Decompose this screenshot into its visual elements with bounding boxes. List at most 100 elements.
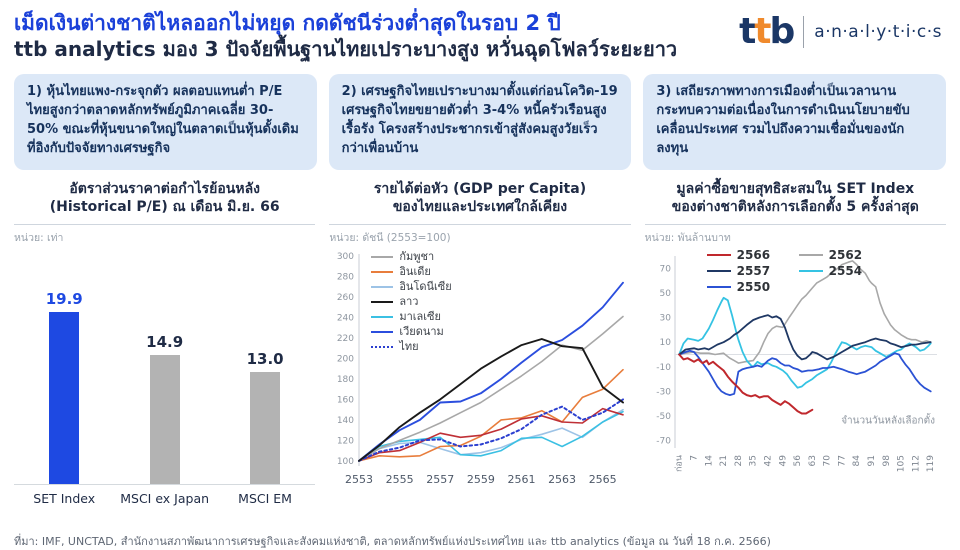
header: เม็ดเงินต่างชาติไหลออกไม่หยุด กดดัชนีร่ว… [14,10,946,62]
svg-text:7: 7 [689,455,699,461]
source-note: ที่มา: IMF, UNCTAD, สำนักงานสภาพัฒนาการเ… [14,534,771,548]
svg-text:42: 42 [763,455,773,466]
svg-text:-10: -10 [656,362,671,372]
svg-text:28: 28 [734,454,744,466]
legend-label: 2557 [736,263,771,278]
flow-line-chart: 70 50 30 10 -10 -30 -50 -70 ก่อน 7 14 21 28 35 42 49 56 6… [645,248,946,504]
svg-text:98: 98 [881,454,891,466]
legend-label: มาเลเซีย [399,309,441,323]
logo-letter: t [739,11,756,52]
bar-group-MSCI EM: 13.0 [215,270,314,484]
svg-text:2561: 2561 [508,473,536,486]
charts-row: อัตราส่วนราคาต่อกำไรย้อนหลัง (Historical … [14,180,946,525]
legend-item-เวียดนาม: เวียดนาม [371,325,451,339]
svg-text:220: 220 [337,334,354,344]
legend-swatch [371,270,394,273]
unit-label: หน่วย: พันล้านบาท [644,231,731,244]
bar [49,311,80,484]
legend-swatch [706,253,731,256]
legend-label: 2554 [828,263,863,278]
legend-swatch [371,315,394,318]
flow-series-2554 [677,296,932,389]
legend-swatch [371,330,394,333]
chart-title: รายได้ต่อหัว (GDP per Capita) ของไทยและปร… [329,180,630,216]
legend-item-2566: 2566 [706,247,799,262]
chart-title: มูลค่าซื้อขายสุทธิสะสมใน SET Index ของต่า… [645,180,946,216]
svg-text:-50: -50 [656,412,671,422]
svg-text:91: 91 [867,455,877,466]
flow-series-2562 [678,259,932,364]
panel-flow-line-chart: มูลค่าซื้อขายสุทธิสะสมใน SET Index ของต่า… [644,180,946,525]
bar-category-label: MSCI ex Japan [120,490,210,506]
svg-text:2563: 2563 [548,473,576,486]
svg-text:119: 119 [926,454,936,471]
legend-label: 2566 [736,247,771,262]
svg-text:280: 280 [337,272,354,282]
legend-label: 2562 [828,247,863,262]
legend-swatch [371,285,394,288]
svg-text:2557: 2557 [427,473,455,486]
bar-group-SET Index: 19.9 [15,270,114,484]
flow-series-2550 [677,349,932,396]
bar-plot-area: 19.9 14.9 13.0 [14,270,316,485]
bar-group-MSCI ex Japan: 14.9 [115,270,214,484]
title-rule [644,223,946,225]
legend-label: ลาว [399,294,419,308]
gdp-series-กัมพูชา [358,315,625,462]
legend-item-2562: 2562 [798,247,891,262]
gdp-series-เวียดนาม [358,281,625,462]
bar [250,371,281,484]
legend-item-2557: 2557 [706,263,799,278]
legend-swatch [798,269,823,272]
svg-text:50: 50 [659,289,671,299]
svg-text:240: 240 [337,313,354,323]
logo-letter: t [754,11,771,52]
svg-text:105: 105 [896,455,906,472]
page-title: เม็ดเงินต่างชาติไหลออกไม่หยุด กดดัชนีร่ว… [14,11,561,35]
svg-text:-30: -30 [656,387,671,397]
factor-box-1: 1) หุ้นไทยแพง-กระจุกตัว ผลตอบแทนต่ำ P/E … [14,74,317,171]
svg-text:200: 200 [337,354,354,364]
svg-text:ก่อน: ก่อน [674,455,684,472]
svg-text:120: 120 [337,436,354,446]
svg-text:160: 160 [337,395,354,405]
gdp-series-อินเดีย [358,368,625,462]
pe-bar-chart: 19.9 14.9 13.0 SET Index MSCI ex Japan MSCI E… [14,270,316,526]
legend-item-กัมพูชา: กัมพูชา [371,250,451,264]
key-factors: 1) หุ้นไทยแพง-กระจุกตัว ผลตอบแทนต่ำ P/E … [14,74,947,171]
gdp-series-มาเลเซีย [358,410,625,462]
bar-category-label: SET Index [33,490,96,506]
unit-label: หน่วย: เท่า [14,231,64,244]
chart-title-line1: รายได้ต่อหัว (GDP per Capita) [373,181,587,198]
legend-item-ไทย: ไทย [371,340,451,354]
legend-swatch [706,285,731,288]
legend-label: ไทย [399,339,419,353]
svg-text:260: 260 [337,293,354,303]
bar-value-label: 19.9 [45,289,83,308]
logo-letter: b [769,11,796,52]
svg-text:300: 300 [337,252,354,262]
legend-item-2554: 2554 [798,263,891,278]
legend-item-อินโดนีเซีย: อินโดนีเซีย [371,280,452,294]
chart-title-line2: (Historical P/E) ณ เดือน มิ.ย. 66 [49,199,280,216]
svg-text:30: 30 [659,313,671,323]
unit-label: หน่วย: ดัชนี (2553=100) [329,231,451,244]
gdp-chart-canvas: 100 120 140 160 180 200 220 240 260 280 300 2553 255… [337,252,625,486]
bar-category-labels: SET Index MSCI ex Japan MSCI EM [14,491,315,506]
svg-text:2553: 2553 [345,473,373,486]
legend-swatch [371,300,394,303]
panel-gdp-line-chart: รายได้ต่อหัว (GDP per Capita) ของไทยและปร… [329,180,631,525]
factor-box-2: 2) เศรษฐกิจไทยเปราะบางมาตั้งแต่ก่อนโควิด… [328,74,632,171]
legend-item-2550: 2550 [706,280,799,294]
gdp-series-unlabeled [358,407,625,462]
gdp-line-chart: 100 120 140 160 180 200 220 240 260 280 300 2553 255… [329,248,630,504]
gdp-series-ไทย [358,398,625,462]
flow-series-2566 [677,353,813,415]
chart-title-line1: มูลค่าซื้อขายสุทธิสะสมใน SET Index [676,181,915,198]
legend-swatch [371,345,394,348]
legend-label: เวียดนาม [399,324,444,338]
legend-label: กัมพูชา [399,249,435,263]
svg-text:77: 77 [837,455,847,466]
svg-text:49: 49 [778,454,788,466]
